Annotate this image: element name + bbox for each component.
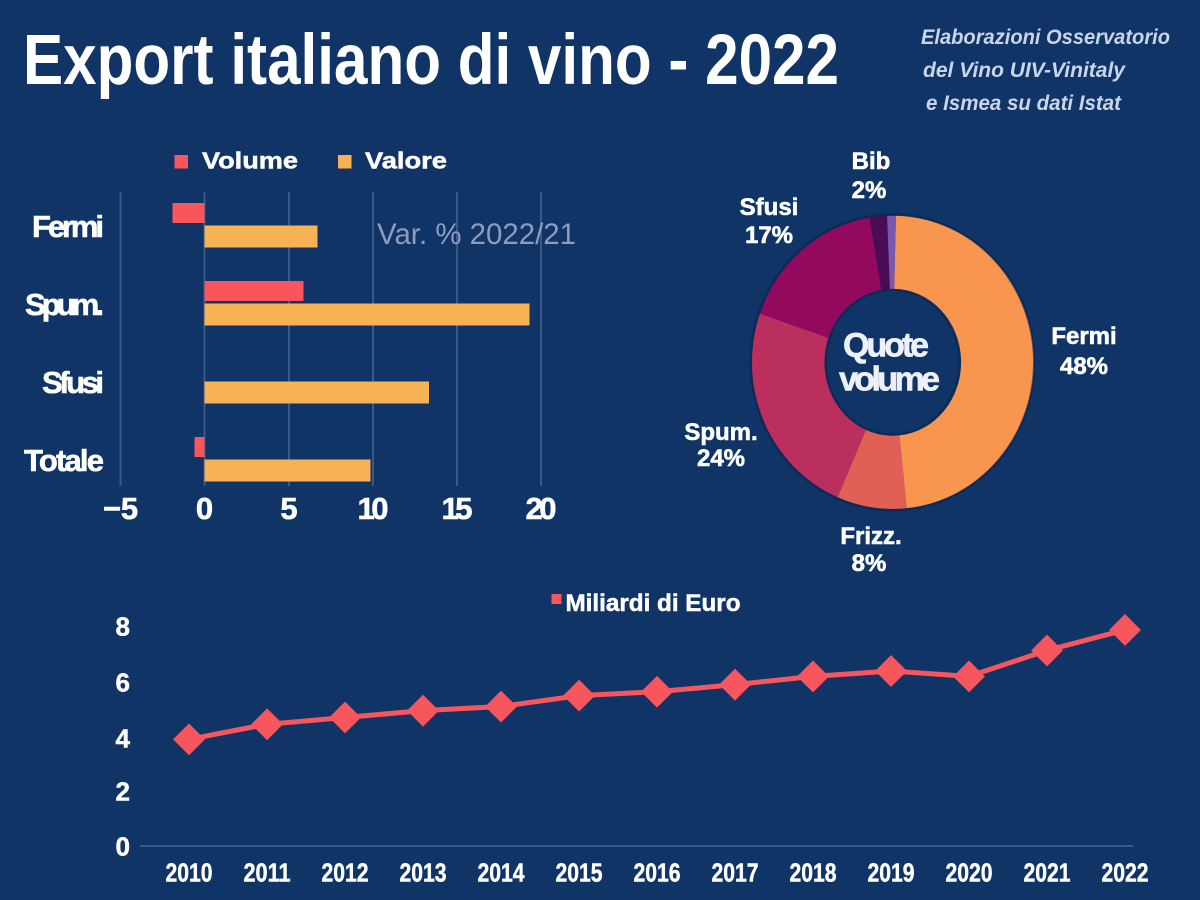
svg-text:Valore: Valore: [365, 148, 447, 174]
svg-text:−5: −5: [103, 491, 138, 526]
svg-text:2014: 2014: [478, 858, 525, 888]
svg-text:2016: 2016: [634, 858, 681, 888]
svg-text:8%: 8%: [852, 550, 887, 577]
svg-text:2021: 2021: [1024, 858, 1071, 888]
svg-text:48%: 48%: [1060, 353, 1108, 380]
svg-text:2020: 2020: [946, 858, 993, 888]
svg-text:Totale: Totale: [24, 443, 104, 478]
svg-text:6: 6: [116, 668, 130, 698]
svg-text:2018: 2018: [790, 858, 837, 888]
svg-text:2019: 2019: [868, 858, 915, 888]
svg-text:24%: 24%: [697, 445, 745, 472]
svg-text:Miliardi di Euro: Miliardi di Euro: [566, 590, 741, 617]
svg-text:Export italiano di vino - 2022: Export italiano di vino - 2022: [23, 21, 839, 100]
svg-text:2013: 2013: [400, 858, 447, 888]
svg-text:2010: 2010: [166, 858, 213, 888]
svg-text:Sfusi: Sfusi: [42, 365, 104, 400]
svg-text:10: 10: [358, 491, 389, 526]
svg-text:0: 0: [116, 832, 130, 862]
svg-text:2012: 2012: [322, 858, 369, 888]
svg-text:2022: 2022: [1102, 858, 1149, 888]
svg-text:e Ismea su dati Istat: e Ismea su dati Istat: [926, 92, 1122, 115]
svg-text:Elaborazioni Osservatorio: Elaborazioni Osservatorio: [921, 26, 1170, 49]
svg-text:2011: 2011: [244, 858, 291, 888]
svg-text:0: 0: [196, 491, 213, 526]
svg-text:Volume: Volume: [202, 148, 298, 174]
svg-text:8: 8: [116, 612, 130, 642]
svg-text:Fermi: Fermi: [32, 209, 104, 244]
svg-text:volume: volume: [839, 361, 940, 399]
svg-text:Spum.: Spum.: [25, 287, 104, 322]
svg-text:Spum.: Spum.: [684, 419, 757, 446]
svg-text:2017: 2017: [712, 858, 759, 888]
svg-text:17%: 17%: [745, 222, 793, 249]
svg-text:15: 15: [442, 491, 473, 526]
svg-text:Var. % 2022/21: Var. % 2022/21: [377, 218, 576, 251]
svg-text:20: 20: [526, 491, 557, 526]
svg-text:2%: 2%: [852, 177, 887, 204]
svg-text:4: 4: [116, 724, 131, 754]
svg-text:Fermi: Fermi: [1051, 323, 1116, 350]
svg-text:Bib: Bib: [852, 148, 891, 175]
svg-text:2015: 2015: [556, 858, 603, 888]
svg-text:Sfusi: Sfusi: [740, 194, 799, 221]
svg-text:2: 2: [116, 777, 130, 807]
svg-text:5: 5: [280, 491, 297, 526]
svg-text:del Vino UIV-Vinitaly: del Vino UIV-Vinitaly: [923, 59, 1126, 82]
svg-text:Quote: Quote: [843, 327, 929, 365]
svg-text:Frizz.: Frizz.: [840, 523, 901, 550]
